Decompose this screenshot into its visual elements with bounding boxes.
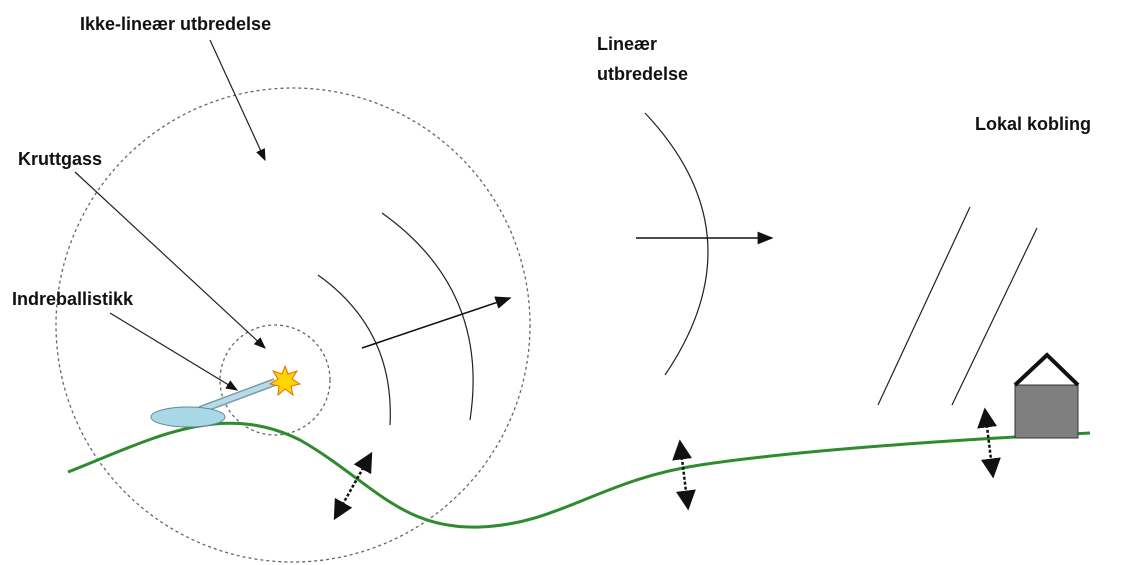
gun-base bbox=[150, 406, 226, 428]
pointer-lines bbox=[74, 39, 266, 391]
vibration-arrows bbox=[333, 407, 1001, 521]
house bbox=[1013, 352, 1080, 439]
label: Lineær bbox=[597, 34, 657, 54]
pointer bbox=[209, 39, 266, 162]
ground bbox=[67, 421, 1091, 529]
direction-arrows bbox=[361, 231, 774, 349]
wavefront bbox=[381, 212, 474, 421]
house-roof bbox=[1013, 352, 1080, 387]
arrow bbox=[361, 296, 512, 349]
gun bbox=[150, 364, 302, 428]
vibration bbox=[977, 407, 1001, 479]
muzzle-flash bbox=[268, 364, 302, 397]
wavefront bbox=[644, 112, 709, 376]
house-body bbox=[1014, 384, 1079, 439]
label: utbredelse bbox=[597, 64, 688, 84]
propagation-zones bbox=[55, 87, 531, 563]
label: Indreballistikk bbox=[12, 289, 134, 309]
wavefront bbox=[877, 206, 971, 406]
nonlinear-zone bbox=[55, 87, 531, 563]
pointer bbox=[74, 171, 266, 349]
label: Lokal kobling bbox=[975, 114, 1091, 134]
label: Ikke-lineær utbredelse bbox=[80, 14, 271, 34]
vibration bbox=[672, 439, 696, 511]
barrel bbox=[199, 379, 276, 413]
gas-zone bbox=[219, 324, 331, 436]
wavefront bbox=[951, 227, 1038, 406]
label: Kruttgass bbox=[18, 149, 102, 169]
pointer bbox=[109, 312, 239, 391]
wavefront bbox=[317, 274, 391, 426]
wavefronts bbox=[317, 112, 1038, 426]
vibration bbox=[333, 451, 373, 521]
